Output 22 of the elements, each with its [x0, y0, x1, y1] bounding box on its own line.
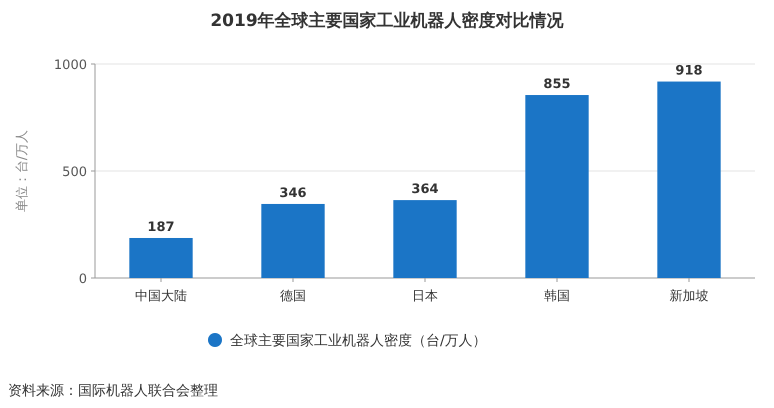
y-tick-label: 1000 — [54, 58, 87, 73]
y-axis-title: 单位：台/万人 — [15, 130, 30, 212]
legend-label: 全球主要国家工业机器人密度（台/万人） — [230, 333, 487, 349]
bar — [261, 204, 325, 278]
chart-title: 2019年全球主要国家工业机器人密度对比情况 — [210, 11, 565, 31]
data-label: 918 — [675, 64, 703, 79]
data-label: 346 — [279, 186, 307, 201]
data-label: 187 — [147, 220, 175, 235]
x-tick-label: 德国 — [280, 289, 306, 304]
y-tick-label: 500 — [62, 165, 87, 180]
x-tick-label: 日本 — [412, 289, 438, 304]
bar — [129, 238, 193, 278]
bar — [657, 82, 721, 278]
data-label: 855 — [543, 77, 571, 92]
x-tick-label: 韩国 — [544, 289, 570, 304]
bar — [393, 200, 457, 278]
data-label: 364 — [411, 182, 439, 198]
x-tick-label: 新加坡 — [670, 289, 708, 304]
bar — [525, 95, 589, 278]
y-tick-label: 0 — [78, 272, 87, 287]
x-tick-label: 中国大陆 — [135, 289, 187, 304]
text: 资料来源：国际机器人联合会整理 — [8, 383, 218, 399]
